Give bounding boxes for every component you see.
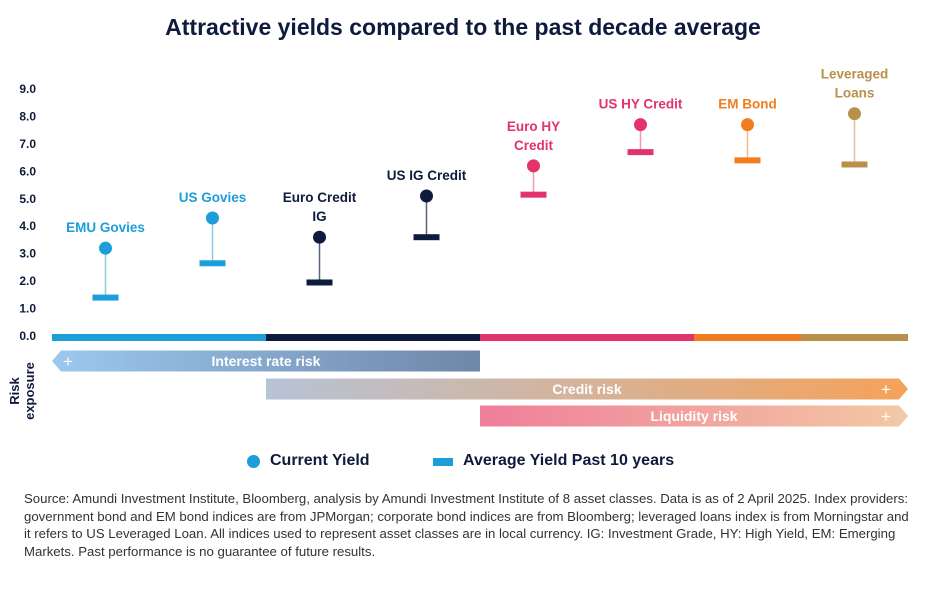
risk-bar	[480, 405, 908, 427]
risk-plus-sign: +	[63, 352, 73, 371]
legend-current-yield-marker	[247, 455, 260, 468]
axis-band-segment	[694, 334, 801, 341]
average-yield-bar	[199, 260, 226, 267]
y-tick-label: 0.0	[19, 329, 36, 343]
y-tick-label: 5.0	[19, 192, 36, 206]
yield-chart: 0.0 1.0 2.0 3.0 4.0 5.0 6.0 7.0 8.0 9.0 EMU Govies…	[7, 67, 908, 427]
current-yield-dot	[206, 211, 219, 225]
average-yield-bar	[306, 279, 333, 286]
axis-band-segment	[801, 334, 908, 341]
risk-bar-label: Liquidity risk	[650, 408, 737, 424]
risk-bar-label: Credit risk	[552, 381, 621, 397]
average-yield-bar	[734, 157, 761, 164]
y-tick-label: 2.0	[19, 274, 36, 288]
current-yield-dot	[527, 159, 540, 173]
category-label: EMU Govies	[66, 220, 145, 235]
current-yield-dot	[313, 230, 326, 244]
legend-average-yield-marker	[433, 458, 453, 466]
current-yield-dot	[741, 118, 754, 132]
y-tick-label: 6.0	[19, 164, 36, 178]
chart-title: Attractive yields compared to the past d…	[165, 14, 761, 40]
category-label: US HY Credit	[599, 97, 683, 112]
average-yield-bar	[413, 234, 440, 241]
category-label: Loans	[835, 86, 875, 101]
risk-plus-sign: +	[881, 407, 891, 426]
current-yield-dot	[634, 118, 647, 132]
current-yield-dot	[848, 107, 861, 121]
category-label: Euro HY	[507, 119, 560, 134]
y-tick-label: 7.0	[19, 137, 36, 151]
category-label: Credit	[514, 138, 554, 153]
category-label: IG	[312, 209, 326, 224]
y-tick-label: 9.0	[19, 82, 36, 96]
risk-bar	[52, 350, 480, 372]
risk-bar-label: Interest rate risk	[212, 353, 321, 369]
risk-bar	[266, 378, 908, 400]
y-tick-label: 3.0	[19, 247, 36, 261]
category-label: US Govies	[179, 190, 247, 205]
category-label: Euro Credit	[283, 190, 357, 205]
category-label: US IG Credit	[387, 168, 467, 183]
legend: Current Yield Average Yield Past 10 year…	[0, 452, 926, 472]
average-yield-bar	[627, 149, 654, 156]
axis-band-segment	[480, 334, 694, 341]
axis-band-segment	[52, 334, 266, 341]
legend-average-yield-label: Average Yield Past 10 years	[463, 452, 675, 469]
average-yield-bar	[520, 191, 547, 198]
y-tick-label: 8.0	[19, 109, 36, 123]
legend-current-yield-label: Current Yield	[270, 452, 370, 469]
risk-plus-sign: +	[881, 380, 891, 399]
source-note: Source: Amundi Investment Institute, Blo…	[24, 491, 909, 559]
average-yield-bar	[841, 161, 868, 168]
y-tick-label: 1.0	[19, 302, 36, 316]
category-label: Leveraged	[821, 67, 889, 82]
current-yield-dot	[420, 189, 433, 203]
axis-band-segment	[266, 334, 480, 341]
category-label: EM Bond	[718, 97, 777, 112]
y-tick-label: 4.0	[19, 219, 36, 233]
current-yield-dot	[99, 241, 112, 255]
average-yield-bar	[92, 294, 119, 301]
risk-exposure-label: Riskexposure	[7, 362, 37, 420]
